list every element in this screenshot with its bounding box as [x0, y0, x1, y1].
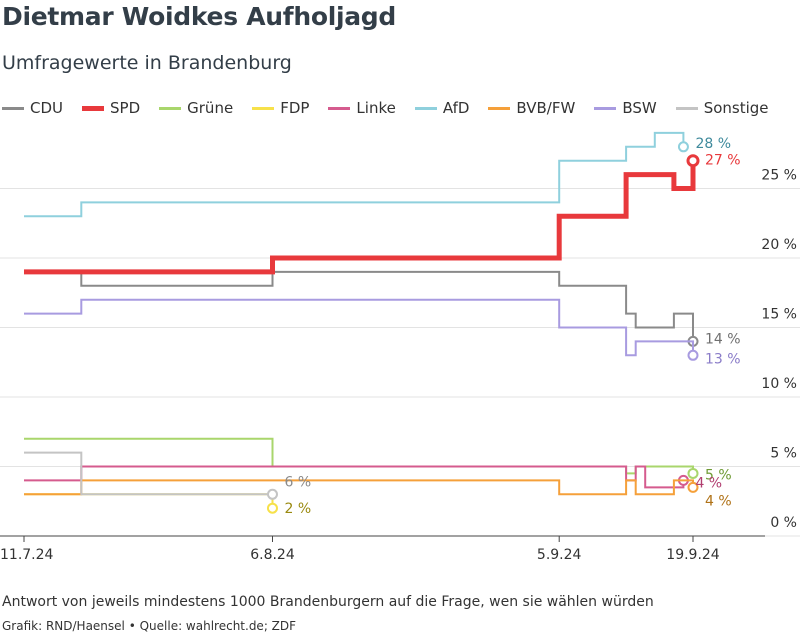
legend-label: SPD: [110, 99, 141, 117]
series-end-label-bsw: 13 %: [705, 351, 741, 367]
legend-label: CDU: [30, 99, 64, 117]
series-line-spd: [24, 160, 696, 275]
legend-label: Grüne: [187, 99, 234, 117]
legend-item-fdp: FDP: [252, 99, 309, 117]
chart-title: Dietmar Woidkes Aufholjagd: [2, 2, 396, 31]
legend-swatch: [2, 106, 24, 110]
legend-label: FDP: [280, 99, 310, 117]
legend-swatch: [675, 106, 698, 110]
series-line-fdp: [24, 493, 274, 509]
series-line-sonstige: [24, 451, 273, 496]
legend-swatch: [82, 105, 105, 111]
series-end-marker-sonstige: [266, 488, 278, 500]
series-end-label-afd: 28 %: [695, 136, 731, 152]
chart-legend: CDU SPD Grüne FDP Linke AfD BVB/FW BSW Sonstige: [2, 96, 788, 120]
chart-footnote: Antwort von jeweils mindestens 1000 Bran…: [2, 594, 654, 610]
legend-label: Sonstige: [703, 99, 769, 117]
chart-subtitle: Umfragewerte in Brandenburg: [2, 52, 292, 74]
legend-label: BSW: [622, 99, 657, 117]
legend-item-linke: Linke: [328, 99, 396, 117]
legend-swatch: [159, 106, 182, 110]
series-end-label-sonstige: 6 %: [284, 474, 311, 490]
legend-swatch: [594, 106, 617, 110]
series-end-marker-bvb-fw: [687, 481, 699, 493]
series-end-label-fdp: 2 %: [284, 501, 311, 517]
series-end-marker-afd: [677, 141, 689, 153]
legend-label: Linke: [356, 99, 396, 117]
x-tick-label: 11.7.24: [0, 547, 54, 563]
series-end-label-cdu: 14 %: [705, 331, 741, 347]
legend-item-bsw: BSW: [594, 99, 657, 117]
series-line-bsw: [24, 298, 694, 357]
legend-label: BVB/FW: [516, 99, 576, 117]
legend-swatch: [328, 106, 351, 110]
series-line-afd: [24, 131, 685, 218]
series-line-bvb-fw: [24, 479, 694, 496]
series-end-marker-gr-ne: [687, 467, 699, 479]
legend-item-sonstige: Sonstige: [675, 99, 769, 117]
chart-source-credit: Grafik: RND/Haensel • Quelle: wahlrecht.…: [2, 619, 297, 633]
series-end-label-gr-ne: 5 %: [705, 467, 732, 483]
legend-label: AfD: [442, 99, 470, 117]
x-tick-label: 5.9.24: [537, 547, 582, 563]
legend-swatch: [488, 106, 511, 110]
y-tick-label: 20 %: [761, 237, 797, 253]
legend-swatch: [252, 106, 275, 110]
series-line-cdu: [24, 270, 694, 342]
legend-item-spd: SPD: [82, 99, 140, 117]
legend-swatch: [414, 106, 437, 110]
y-tick-label: 15 %: [761, 307, 797, 323]
series-line-linke: [24, 465, 685, 489]
chart-plot: 0 % 5 % 10 % 15 % 20 % 25 % 11.7.24 6.8.24 5.9.2…: [0, 131, 800, 563]
x-tick-label: 6.8.24: [250, 547, 295, 563]
series-line-gr-ne: [24, 437, 694, 475]
series-end-marker-spd: [686, 154, 700, 168]
legend-item-bvb-fw: BVB/FW: [488, 99, 575, 117]
x-tick-label: 19.9.24: [666, 547, 720, 563]
legend-item-gr-ne: Grüne: [159, 99, 233, 117]
y-tick-label: 10 %: [761, 376, 797, 392]
legend-item-cdu: CDU: [2, 99, 63, 117]
y-tick-label: 25 %: [761, 168, 797, 184]
series-end-label-linke: 4 %: [695, 475, 722, 491]
y-tick-label: 5 %: [770, 446, 797, 462]
legend-item-afd: AfD: [414, 99, 470, 117]
series-end-label-spd: 27 %: [705, 153, 741, 169]
series-end-label-bvb-fw: 4 %: [705, 493, 732, 509]
y-tick-label: 0 %: [770, 515, 797, 531]
series-end-marker-fdp: [266, 502, 278, 514]
series-end-marker-bsw: [687, 349, 699, 361]
